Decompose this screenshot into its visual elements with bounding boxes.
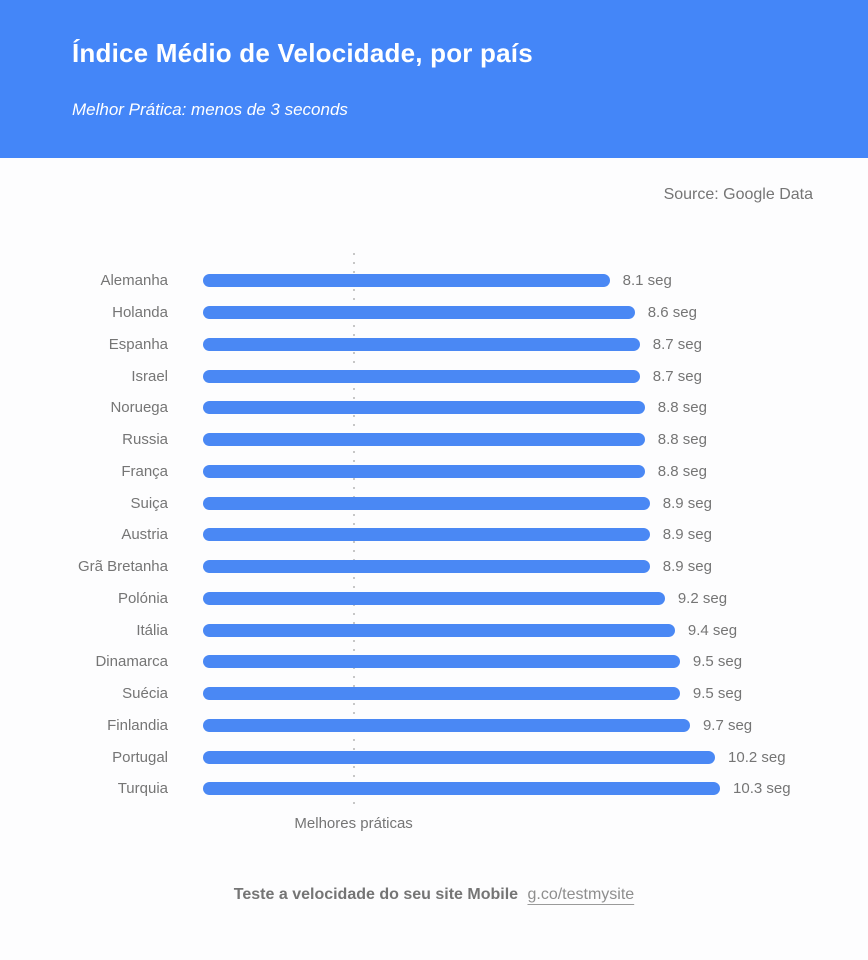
country-label: Polónia <box>117 589 168 607</box>
country-label: Turquia <box>117 780 168 798</box>
value-label: 9.5 seg <box>692 653 743 671</box>
country-label: Espanha <box>108 335 168 353</box>
bar <box>203 274 610 288</box>
footer-text: Teste a velocidade do seu site Mobile <box>233 886 519 903</box>
chart-row: Espanha 8.7 seg <box>0 329 868 361</box>
page-subtitle: Melhor Prática: menos de 3 seconds <box>72 100 348 119</box>
chart-row: França 8.8 seg <box>0 456 868 488</box>
chart-row: Israel 8.7 seg <box>0 360 868 392</box>
bar <box>203 782 721 796</box>
bar <box>203 560 650 574</box>
bar <box>203 528 650 542</box>
country-label: França <box>121 462 168 480</box>
chart-row: Portugal 10.2 seg <box>0 741 868 773</box>
chart-row: Austria 8.9 seg <box>0 519 868 551</box>
bar <box>203 306 635 320</box>
chart-row: Itália 9.4 seg <box>0 614 868 646</box>
chart-rows: Alemanha 8.1 seg Holanda 8.6 seg Espanha 8.7 … <box>0 265 868 805</box>
value-label: 8.1 seg <box>622 272 672 290</box>
bar <box>203 464 645 478</box>
country-label: Dinamarca <box>95 653 168 671</box>
best-practice-label: Melhores práticas <box>294 815 413 832</box>
bar <box>203 591 665 605</box>
country-label: Austria <box>121 526 168 544</box>
chart-row: Suiça 8.9 seg <box>0 487 868 519</box>
country-label: Russia <box>122 431 168 449</box>
bar <box>203 337 640 351</box>
value-label: 8.8 seg <box>657 399 707 417</box>
value-label: 10.3 seg <box>733 780 791 798</box>
footer-link[interactable]: g.co/testmysite <box>527 886 635 903</box>
bar <box>203 718 690 732</box>
bar <box>203 750 716 764</box>
value-label: 9.2 seg <box>677 589 728 607</box>
country-label: Alemanha <box>100 272 168 290</box>
bar <box>203 655 680 669</box>
chart-row: Dinamarca 9.5 seg <box>0 646 868 678</box>
value-label: 8.7 seg <box>652 367 702 385</box>
country-label: Suécia <box>122 685 168 703</box>
value-label: 8.9 seg <box>662 526 712 544</box>
chart-row: Alemanha 8.1 seg <box>0 265 868 297</box>
bar <box>203 433 645 447</box>
country-label: Holanda <box>112 304 168 322</box>
value-label: 10.2 seg <box>728 748 786 766</box>
page-title: Índice Médio de Velocidade, por país <box>72 38 533 68</box>
country-label: Portugal <box>112 748 168 766</box>
source-label: Source: Google Data <box>663 186 813 203</box>
chart-row: Polónia 9.2 seg <box>0 583 868 615</box>
chart-row: Holanda 8.6 seg <box>0 297 868 329</box>
bar <box>203 369 640 383</box>
country-label: Noruega <box>110 399 168 417</box>
value-label: 8.8 seg <box>657 431 707 449</box>
footer: Teste a velocidade do seu site Mobile g.… <box>0 886 868 904</box>
value-label: 9.4 seg <box>687 621 738 639</box>
country-label: Grã Bretanha <box>77 558 168 576</box>
value-label: 8.6 seg <box>647 304 697 322</box>
chart-row: Noruega 8.8 seg <box>0 392 868 424</box>
bar <box>203 496 650 510</box>
value-label: 8.9 seg <box>662 558 712 576</box>
chart-row: Suécia 9.5 seg <box>0 678 868 710</box>
value-label: 8.9 seg <box>662 494 712 512</box>
country-label: Israel <box>131 367 168 385</box>
bar <box>203 623 675 637</box>
chart-row: Grã Bretanha 8.9 seg <box>0 551 868 583</box>
value-label: 8.7 seg <box>652 335 702 353</box>
value-label: 8.8 seg <box>657 462 707 480</box>
chart-row: Russia 8.8 seg <box>0 424 868 456</box>
bar <box>203 687 680 701</box>
header-banner: Índice Médio de Velocidade, por país Mel… <box>0 0 868 158</box>
country-label: Finlandia <box>107 716 168 734</box>
value-label: 9.5 seg <box>692 685 743 703</box>
chart-row: Finlandia 9.7 seg <box>0 710 868 742</box>
country-label: Itália <box>136 621 168 639</box>
chart-row: Turquia 10.3 seg <box>0 773 868 805</box>
country-label: Suiça <box>130 494 168 512</box>
value-label: 9.7 seg <box>702 716 753 734</box>
bar <box>203 401 645 415</box>
